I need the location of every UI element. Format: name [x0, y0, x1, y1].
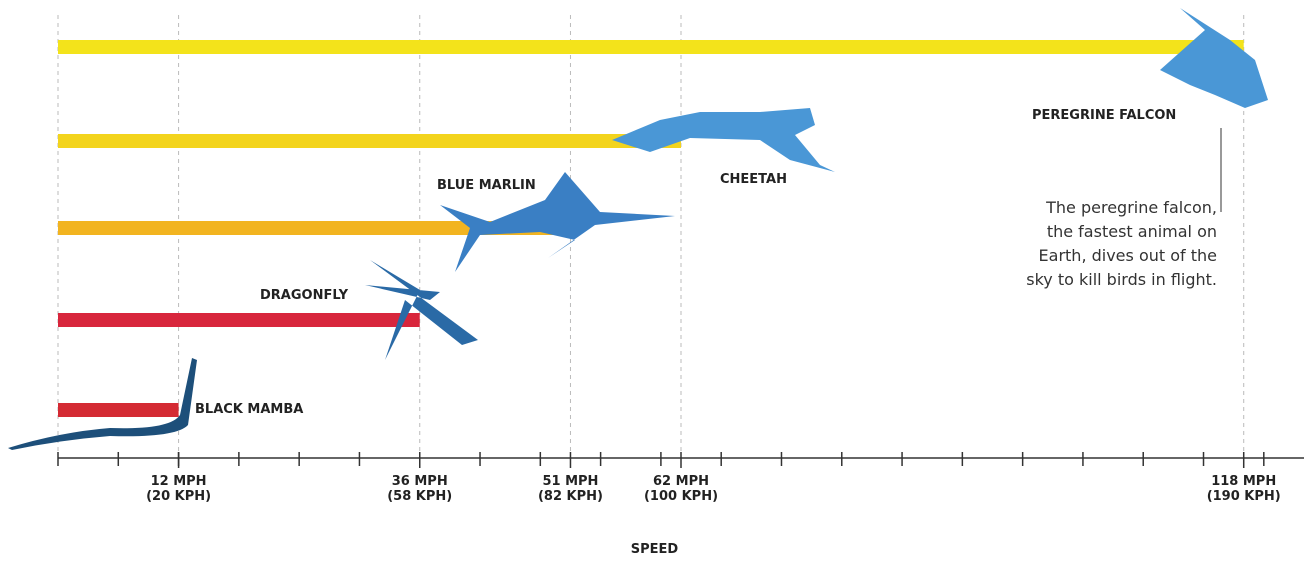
falcon-shape [1160, 8, 1268, 108]
category-label: DRAGONFLY [260, 288, 349, 303]
category-label: BLUE MARLIN [437, 178, 536, 193]
x-axis-label: SPEED [630, 542, 679, 557]
category-label: PEREGRINE FALCON [1032, 108, 1177, 123]
x-tick-label: 118 MPH (190 KPH) [1206, 474, 1281, 504]
bar [58, 134, 681, 148]
category-label: BLACK MAMBA [195, 402, 304, 417]
bar [58, 40, 1244, 54]
annotation: The peregrine falcon, the fastest animal… [1026, 198, 1217, 289]
dragonfly-shape [365, 260, 478, 360]
mamba-shape [8, 358, 197, 450]
x-tick-label: 51 MPH (82 KPH) [537, 474, 603, 504]
category-label: CHEETAH [720, 172, 787, 187]
cheetah-shape [612, 108, 835, 172]
bar [58, 221, 571, 235]
x-tick-label: 62 MPH (100 KPH) [643, 474, 719, 504]
silhouettes [8, 8, 1268, 450]
x-tick-label: 36 MPH (58 KPH) [387, 474, 453, 504]
marlin-shape [440, 172, 675, 272]
x-tick-label: 12 MPH (20 KPH) [146, 474, 212, 504]
bar [58, 313, 420, 327]
bar [58, 403, 179, 417]
